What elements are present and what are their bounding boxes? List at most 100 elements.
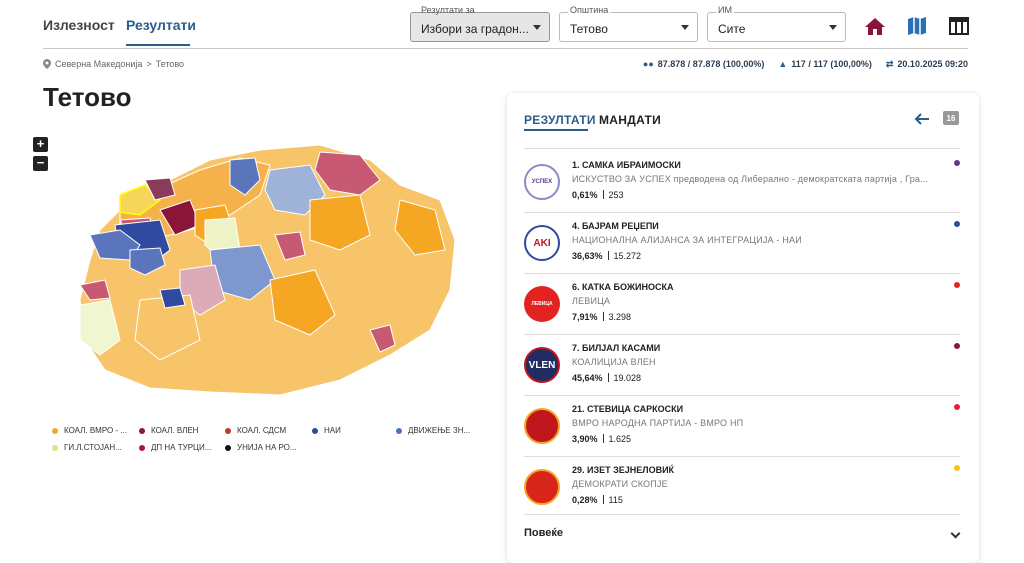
party-logo — [524, 469, 560, 505]
candidate-row[interactable]: AKI 4. БАЈРАМ РЕЏЕПИ НАЦИОНАЛНА АЛИЈАНСА З… — [524, 213, 960, 273]
calendar-badge: 16 — [946, 114, 956, 123]
legend-item[interactable]: ДВИЖЕЊЕ ЗН... — [396, 426, 470, 435]
table-icon[interactable] — [948, 16, 970, 36]
legend-item[interactable]: КОАЛ. СДСМ — [225, 426, 286, 435]
candidate-name: 1. САМКА ИБРАИМОСКИ — [572, 160, 681, 170]
map-region — [269, 269, 336, 336]
candidate-row[interactable]: 21. СТЕВИЦА САРКОСКИ ВМРО НАРОДНА ПАРТИЈА… — [524, 396, 960, 456]
sync-arrows-icon: ⇄ — [885, 59, 894, 69]
municipality-map[interactable] — [60, 140, 460, 400]
party-logo-text: ЛЕВИЦА — [531, 301, 553, 307]
legend-swatch — [225, 444, 231, 451]
candidate-name: 6. КАТКА БОЖИНОСКА — [572, 282, 674, 292]
breadcrumb-separator: > — [146, 59, 152, 69]
candidate-divider — [524, 334, 960, 335]
candidate-percent: 7,91% — [572, 312, 598, 322]
polling-station-select[interactable]: ИМ Сите — [707, 5, 846, 42]
candidate-row[interactable]: УСПЕХ 1. САМКА ИБРАИМОСКИ ИСКУСТВО ЗА УСПЕ… — [524, 152, 960, 212]
party-color-dot — [954, 282, 960, 288]
candidate-percent: 0,61% — [572, 190, 598, 200]
tab-mandates[interactable]: МАНДАТИ — [599, 113, 662, 127]
stations-value: 117 / 117 (100,00%) — [791, 59, 872, 69]
candidate-result: 45,64% 19.028 — [572, 373, 641, 383]
party-logo: AKI — [524, 225, 560, 261]
candidate-party: ИСКУСТВО ЗА УСПЕХ предводена од Либералн… — [572, 174, 929, 184]
candidate-percent: 36,63% — [572, 251, 603, 261]
candidate-divider — [524, 456, 960, 457]
candidate-party: ВМРО НАРОДНА ПАРТИЈА - ВМРО НП — [572, 418, 744, 428]
map-icon[interactable] — [906, 16, 928, 36]
candidate-votes: 115 — [608, 495, 623, 505]
map-region — [274, 231, 306, 261]
party-color-dot — [954, 465, 960, 471]
municipality-value: Тетово — [570, 22, 608, 36]
candidate-name: 29. ИЗЕТ ЗЕЈНЕЛОВИЌ — [572, 465, 675, 475]
candidate-row[interactable]: VLEN 7. БИЛЈАЛ КАСАМИ КОАЛИЦИЈА ВЛЕН 45,64%… — [524, 335, 960, 395]
party-color-dot — [954, 404, 960, 410]
candidate-divider — [524, 395, 960, 396]
legend-label: УНИЈА НА РО... — [237, 443, 297, 452]
legend-swatch — [139, 444, 145, 451]
candidate-name: 7. БИЛЈАЛ КАСАМИ — [572, 343, 661, 353]
map-region — [79, 279, 111, 301]
legend-swatch — [52, 427, 58, 434]
legend-item[interactable]: КОАЛ. ВМРО - ... — [52, 426, 127, 435]
calendar-icon[interactable]: 16 — [943, 111, 959, 125]
party-logo: ЛЕВИЦА — [524, 286, 560, 322]
stations-stat: ▲ 117 / 117 (100,00%) — [778, 59, 872, 70]
breadcrumb-country[interactable]: Северна Македонија — [55, 59, 143, 69]
candidate-result: 0,61% 253 — [572, 190, 624, 200]
map-region — [159, 287, 186, 309]
candidate-party: КОАЛИЦИЈА ВЛЕН — [572, 357, 656, 367]
legend-swatch — [312, 427, 318, 434]
chevron-down-icon — [533, 25, 541, 30]
candidate-divider — [524, 273, 960, 274]
legend-item[interactable]: УНИЈА НА РО... — [225, 443, 297, 452]
tab-turnout[interactable]: Излезност — [43, 17, 115, 33]
im-value: Сите — [718, 22, 746, 36]
ballot-box-icon: ▲ — [778, 59, 788, 69]
result-separator — [602, 190, 604, 199]
chevron-down-icon[interactable] — [950, 528, 961, 539]
party-logo: УСПЕХ — [524, 164, 560, 200]
municipality-select[interactable]: Општина Тетово — [559, 5, 698, 42]
legend-item[interactable]: НАИ — [312, 426, 341, 435]
candidate-votes: 15.272 — [613, 251, 642, 261]
legend-item[interactable]: ДП НА ТУРЦИ... — [139, 443, 211, 452]
tab-results[interactable]: Резултати — [126, 17, 196, 33]
legend-item[interactable]: ГИ.Л.СТОЈАН... — [52, 443, 122, 452]
legend-swatch — [52, 444, 58, 451]
panel-divider — [524, 514, 960, 515]
candidate-result: 36,63% 15.272 — [572, 251, 641, 261]
candidate-votes: 19.028 — [613, 373, 642, 383]
zoom-in-button[interactable]: + — [33, 137, 48, 152]
timestamp-value: 20.10.2025 09:20 — [897, 59, 968, 69]
party-color-dot — [954, 160, 960, 166]
zoom-out-button[interactable]: − — [33, 156, 48, 171]
candidate-votes: 253 — [608, 190, 624, 200]
active-panel-tab-indicator — [524, 129, 588, 131]
candidate-percent: 45,64% — [572, 373, 603, 383]
candidate-votes: 3.298 — [608, 312, 632, 322]
results-for-value: Избори за градон... — [421, 22, 529, 36]
active-tab-indicator — [126, 44, 190, 46]
legend-label: ДП НА ТУРЦИ... — [151, 443, 212, 452]
legend-item[interactable]: КОАЛ. ВЛЕН — [139, 426, 198, 435]
candidate-party: ДЕМОКРАТИ СКОПЈЕ — [572, 479, 668, 489]
map-region — [129, 247, 166, 276]
tab-results-panel[interactable]: РЕЗУЛТАТИ — [524, 113, 596, 127]
more-button[interactable]: Повеќе — [524, 527, 563, 539]
im-label: ИМ — [716, 5, 734, 15]
page-title: Тетово — [43, 82, 132, 112]
map-region — [369, 324, 396, 353]
home-icon[interactable] — [864, 16, 886, 36]
map-region — [119, 184, 162, 216]
candidate-row[interactable]: ЛЕВИЦА 6. КАТКА БОЖИНОСКА ЛЕВИЦА 7,91% 3.298 — [524, 274, 960, 334]
candidate-row[interactable]: 29. ИЗЕТ ЗЕЈНЕЛОВИЌ ДЕМОКРАТИ СКОПЈЕ 0,28%… — [524, 457, 960, 517]
results-for-select[interactable]: Резултати за Избори за градон... — [410, 5, 550, 42]
back-arrow-icon[interactable] — [914, 112, 930, 126]
breadcrumb: Северна Македонија > Тетово — [43, 59, 184, 69]
map-region — [229, 157, 261, 196]
results-panel: РЕЗУЛТАТИ МАНДАТИ 16 УСПЕХ 1. САМКА ИБРАИ… — [507, 93, 979, 563]
map-region — [144, 177, 176, 201]
